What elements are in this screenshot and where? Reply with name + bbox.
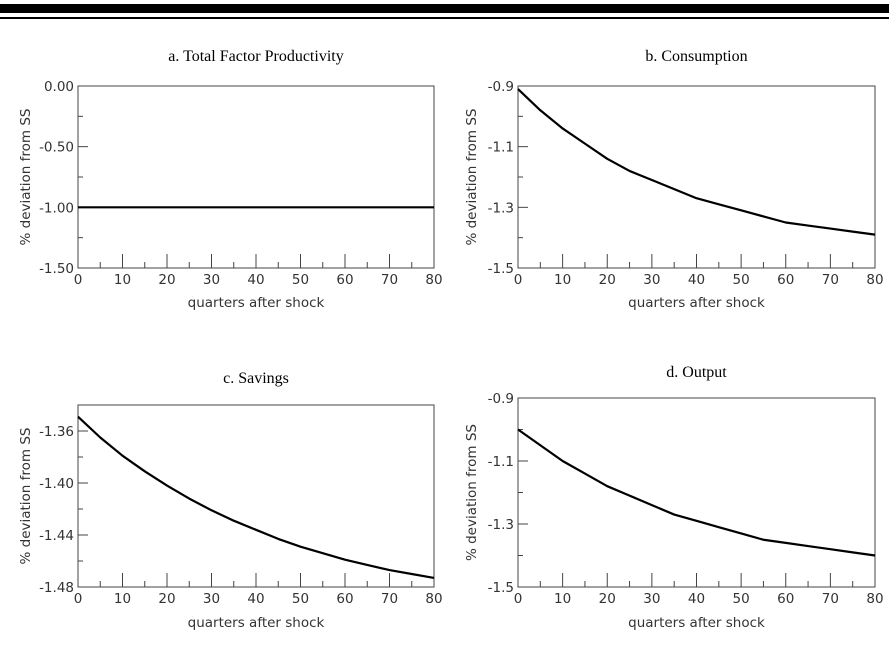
y-tick-label: -1.5 — [488, 261, 514, 277]
x-axis-label: quarters after shock — [188, 295, 325, 311]
y-tick-label: -0.9 — [488, 79, 514, 95]
x-tick-label: 0 — [514, 591, 523, 607]
y-tick-label: -1.44 — [39, 528, 74, 544]
x-tick-label: 60 — [777, 591, 794, 607]
plot-frame — [517, 85, 876, 269]
y-axis-label: % deviation from SS — [18, 427, 34, 564]
x-tick-label: 70 — [381, 591, 398, 607]
x-tick-label: 50 — [733, 591, 750, 607]
y-axis-label: % deviation from SS — [464, 108, 480, 245]
chart-title: b. Consumption — [645, 48, 747, 65]
x-tick-label: 80 — [425, 272, 442, 288]
x-tick-label: 70 — [822, 272, 839, 288]
x-tick-label: 10 — [554, 272, 571, 288]
x-tick-label: 20 — [599, 272, 616, 288]
series-line-savings — [77, 415, 435, 579]
chart-title: d. Output — [666, 364, 727, 381]
chart-panel-savings: c. Savings 0 10 20 30 40 50 60 70 80 -1.36 -1.40 -1.… — [18, 370, 443, 631]
x-tick-label: 0 — [74, 272, 83, 288]
x-tick-label: 50 — [292, 272, 309, 288]
y-tick-label: -1.5 — [488, 580, 514, 596]
chart-title: c. Savings — [223, 370, 289, 387]
y-tick-label: -1.00 — [39, 200, 74, 216]
x-tick-label: 0 — [514, 272, 523, 288]
y-axis-label: % deviation from SS — [18, 108, 34, 245]
series-line-output — [517, 428, 876, 557]
x-tick-label: 50 — [292, 591, 309, 607]
x-tick-label: 60 — [336, 591, 353, 607]
x-tick-label: 40 — [688, 591, 705, 607]
header-rule-thin — [0, 17, 889, 19]
x-tick-label: 60 — [336, 272, 353, 288]
x-axis-label: quarters after shock — [188, 615, 325, 631]
y-tick-label: -0.9 — [488, 391, 514, 407]
x-tick-label: 10 — [114, 591, 131, 607]
x-tick-label: 40 — [247, 591, 264, 607]
x-tick-label: 30 — [643, 272, 660, 288]
x-tick-label: 50 — [733, 272, 750, 288]
y-tick-label: -1.3 — [488, 200, 514, 216]
x-axis-label: quarters after shock — [628, 295, 765, 311]
y-tick-label: -1.50 — [39, 261, 74, 277]
chart-title: a. Total Factor Productivity — [168, 48, 343, 65]
x-tick-label: 20 — [158, 591, 175, 607]
y-tick-label: -1.3 — [488, 517, 514, 533]
y-tick-label: -1.48 — [39, 580, 74, 596]
chart-panel-output: d. Output 0 10 20 30 40 50 60 70 80 -0.9 -1.1 -1.3 -1… — [464, 364, 884, 631]
x-tick-label: 80 — [425, 591, 442, 607]
x-tick-label: 60 — [777, 272, 794, 288]
chart-panel-tfp: a. Total Factor Productivity 0 10 20 30 40 50 6… — [18, 48, 443, 311]
y-tick-label: -1.36 — [39, 424, 74, 440]
x-axis-label: quarters after shock — [628, 615, 765, 631]
y-tick-label: 0.00 — [44, 79, 74, 95]
plot-frame — [77, 404, 435, 588]
x-tick-label: 0 — [74, 591, 83, 607]
y-tick-label: -1.1 — [488, 454, 514, 470]
x-tick-label: 30 — [643, 591, 660, 607]
x-tick-label: 70 — [381, 272, 398, 288]
header-rule-thick — [0, 4, 889, 13]
plot-frame — [77, 85, 435, 269]
y-axis-label: % deviation from SS — [464, 424, 480, 561]
y-tick-label: -0.50 — [39, 140, 74, 156]
x-tick-label: 40 — [688, 272, 705, 288]
y-tick-label: -1.40 — [39, 476, 74, 492]
x-tick-label: 10 — [114, 272, 131, 288]
plot-frame — [517, 397, 876, 588]
x-tick-label: 70 — [822, 591, 839, 607]
x-tick-label: 20 — [158, 272, 175, 288]
x-tick-label: 30 — [203, 591, 220, 607]
x-tick-label: 80 — [866, 272, 883, 288]
x-tick-label: 10 — [554, 591, 571, 607]
series-line-consumption — [517, 88, 876, 236]
x-tick-label: 40 — [247, 272, 264, 288]
chart-panel-consumption: b. Consumption 0 10 20 30 40 50 60 70 80 -0.9 -1.1 -… — [464, 48, 884, 311]
x-tick-label: 80 — [866, 591, 883, 607]
y-tick-label: -1.1 — [488, 140, 514, 156]
x-tick-label: 20 — [599, 591, 616, 607]
x-tick-label: 30 — [203, 272, 220, 288]
